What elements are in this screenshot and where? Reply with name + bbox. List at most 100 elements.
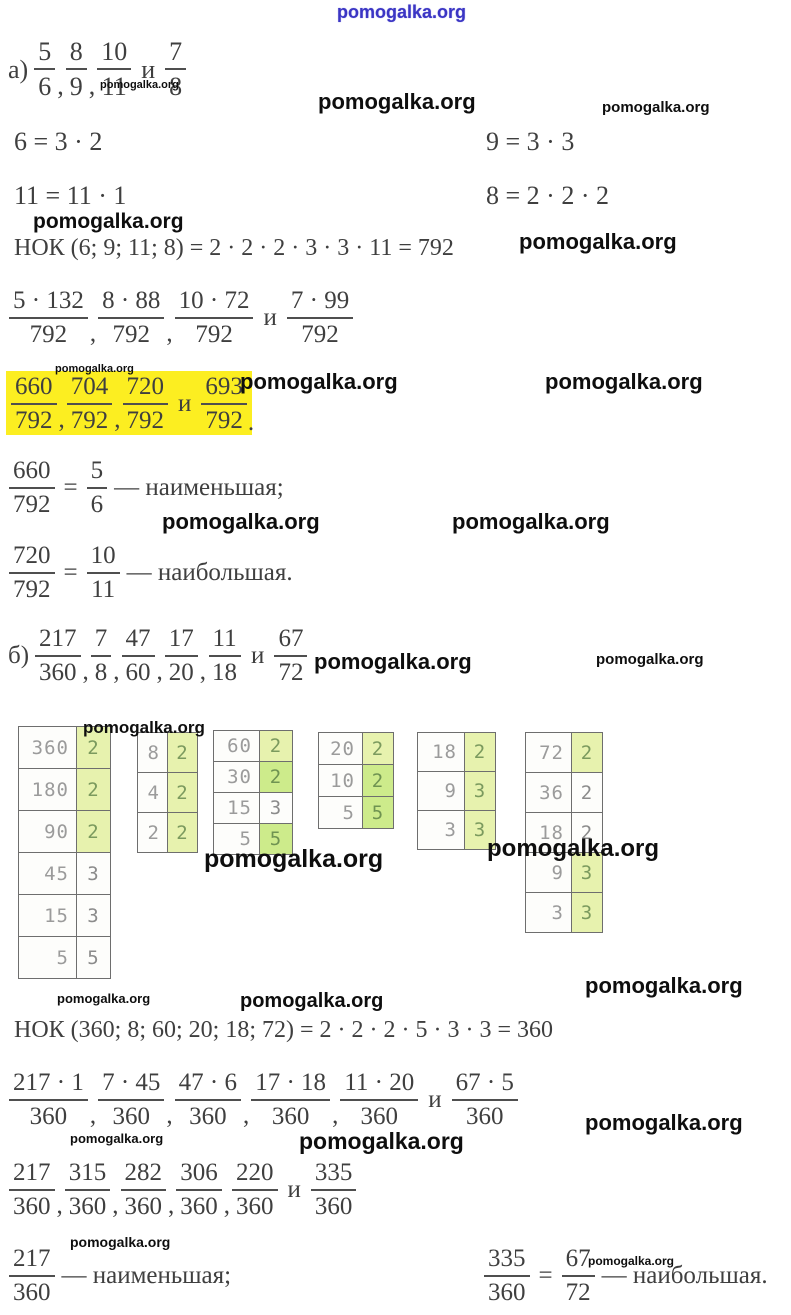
prime-factor-cell: 3 [259, 792, 293, 824]
watermark: pomogalka.org [337, 2, 467, 22]
fraction: 8 · 88 792 [98, 287, 165, 349]
numerator: 282 [120, 1159, 166, 1192]
watermark: pomogalka.org [585, 1110, 743, 1135]
highlight-rect [6, 371, 252, 435]
a-largest-line: 720 792 = 10 11— наибольшая. [8, 542, 299, 604]
math-text: 6 = 3 · 2 [14, 127, 103, 156]
factor-row: 15 3 [213, 792, 293, 824]
watermark: pomogalka.org [602, 99, 710, 116]
denominator: 360 [271, 1103, 310, 1131]
numerator: 660 [11, 373, 57, 406]
watermark: pomogalka.org [55, 363, 134, 375]
factor-row: 45 3 [18, 852, 111, 895]
number-cell: 360 [18, 726, 77, 769]
fraction: 315 360 [64, 1159, 111, 1221]
numerator: 7 · 99 [286, 287, 354, 320]
denominator: 11 [91, 576, 116, 604]
number-cell: 30 [213, 761, 260, 793]
comma: , [57, 70, 64, 100]
prime-factor-cell: 2 [76, 810, 111, 853]
denominator: 792 [195, 321, 233, 349]
number-cell: 2 [137, 812, 168, 853]
numerator: 306 [176, 1159, 222, 1192]
factorization-8: 8 = 2 · 2 · 2 [480, 182, 615, 210]
comma: , [89, 320, 97, 348]
number-cell: 3 [525, 892, 572, 933]
denominator: 792 [301, 321, 339, 349]
numerator: 67 · 5 [451, 1069, 518, 1102]
math-text: — наименьшая; [61, 1262, 232, 1290]
number-cell: 9 [417, 771, 465, 811]
prime-factor-cell: 2 [362, 732, 394, 765]
watermark: pomogalka.org [240, 990, 384, 1012]
b-smallest-line: 217 360— наименьшая; [8, 1245, 237, 1307]
number-cell: 4 [137, 772, 168, 813]
number-cell: 18 [525, 812, 572, 853]
numerator: 47 [121, 625, 155, 658]
comma: , [114, 406, 121, 434]
fraction: 7 · 45 360 [98, 1069, 165, 1131]
math-text: НОК (6; 9; 11; 8) = 2 · 2 · 2 · 3 · 3 · … [14, 235, 454, 261]
watermark: pomogalka.org [240, 369, 398, 394]
prime-factor-cell: 2 [76, 726, 111, 769]
fraction: 217 360 [9, 1159, 55, 1221]
fraction: 217 360 [35, 625, 81, 687]
fraction: 7 · 99 792 [286, 287, 354, 349]
numerator: 67 [561, 1245, 595, 1278]
fraction: 282 360 [120, 1159, 166, 1221]
denominator: 11 [101, 72, 127, 102]
factorization-6: 6 = 3 · 2 [8, 127, 108, 156]
numerator: 720 [9, 542, 55, 575]
denominator: 360 [68, 1193, 107, 1221]
and: и [251, 642, 265, 670]
fraction: 220 360 [232, 1159, 278, 1221]
numerator: 5 [86, 457, 108, 490]
numerator: 220 [232, 1159, 278, 1192]
prime-factor-cell: 3 [571, 892, 603, 933]
number-cell: 18 [417, 732, 465, 772]
math-text: НОК (360; 8; 60; 20; 18; 72) = 2 · 2 · 2… [14, 1017, 554, 1043]
eq: = [63, 559, 78, 587]
denominator: 792 [112, 321, 150, 349]
factor-row: 15 3 [18, 894, 111, 937]
fraction: 67 72 [561, 1245, 595, 1307]
number-cell: 15 [18, 894, 77, 937]
watermark: pomogalka.org [83, 718, 205, 737]
prime-factor-cell: 2 [571, 772, 603, 813]
denominator: 360 [112, 1103, 150, 1131]
factor-row: 10 2 [318, 764, 394, 797]
watermark: pomogalka.org [57, 991, 151, 1006]
watermark: pomogalka.org [318, 89, 476, 114]
and: и [141, 54, 156, 84]
numerator: 7 [165, 38, 187, 71]
watermark: pomogalka.org [519, 229, 677, 254]
watermark: pomogalka.org [299, 1128, 464, 1154]
denominator: 792 [205, 407, 243, 435]
comma: , [112, 1192, 119, 1220]
fraction: 217 · 1 360 [9, 1069, 88, 1131]
number-cell: 15 [213, 792, 260, 824]
fraction: 660 792 [11, 373, 57, 435]
watermark: pomogalka.org [70, 1131, 164, 1146]
comma: , [156, 658, 163, 686]
prime-factor-cell: 3 [571, 852, 603, 893]
factor-row: 30 2 [213, 761, 293, 793]
comma: , [113, 658, 120, 686]
and: и [263, 304, 277, 332]
fraction: 335 360 [310, 1159, 357, 1221]
b-largest-line: 335 360 = 67 72— наибольшая. [483, 1245, 774, 1307]
numerator: 693 [201, 373, 247, 406]
prime-factor-cell: 2 [167, 812, 198, 853]
fraction: 67 · 5 360 [451, 1069, 518, 1131]
watermark: pomogalka.org [70, 1234, 171, 1250]
math-text: — наибольшая. [126, 559, 293, 587]
numerator: 217 [9, 1159, 55, 1192]
fraction: 660 792 [9, 457, 55, 519]
and: и [428, 1086, 442, 1114]
